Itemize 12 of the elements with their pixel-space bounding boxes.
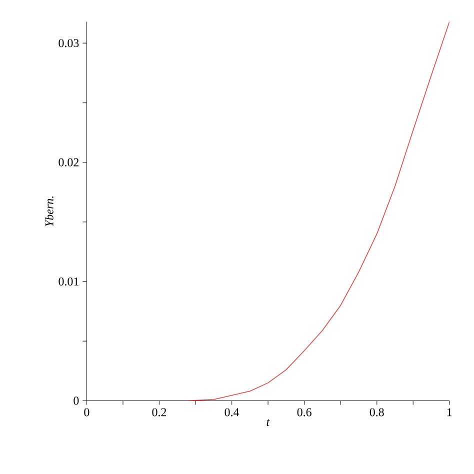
y-tick-label: 0.03 (58, 39, 79, 48)
y-axis-title: Ybern. (44, 196, 54, 226)
x-tick-label: 0.6 (297, 408, 312, 416)
y-tick-label: 0 (74, 396, 79, 405)
x-axis-title: t (266, 419, 270, 426)
y-tick-label: 0.02 (58, 158, 79, 166)
y-tick-label: 0.01 (58, 277, 78, 286)
x-tick-label: 0.8 (370, 408, 384, 416)
x-tick-label: 1 (447, 408, 452, 416)
x-tick-label: 0 (84, 408, 90, 416)
x-tick-label: 0.2 (152, 408, 166, 416)
x-tick-label: 0.4 (224, 408, 240, 416)
